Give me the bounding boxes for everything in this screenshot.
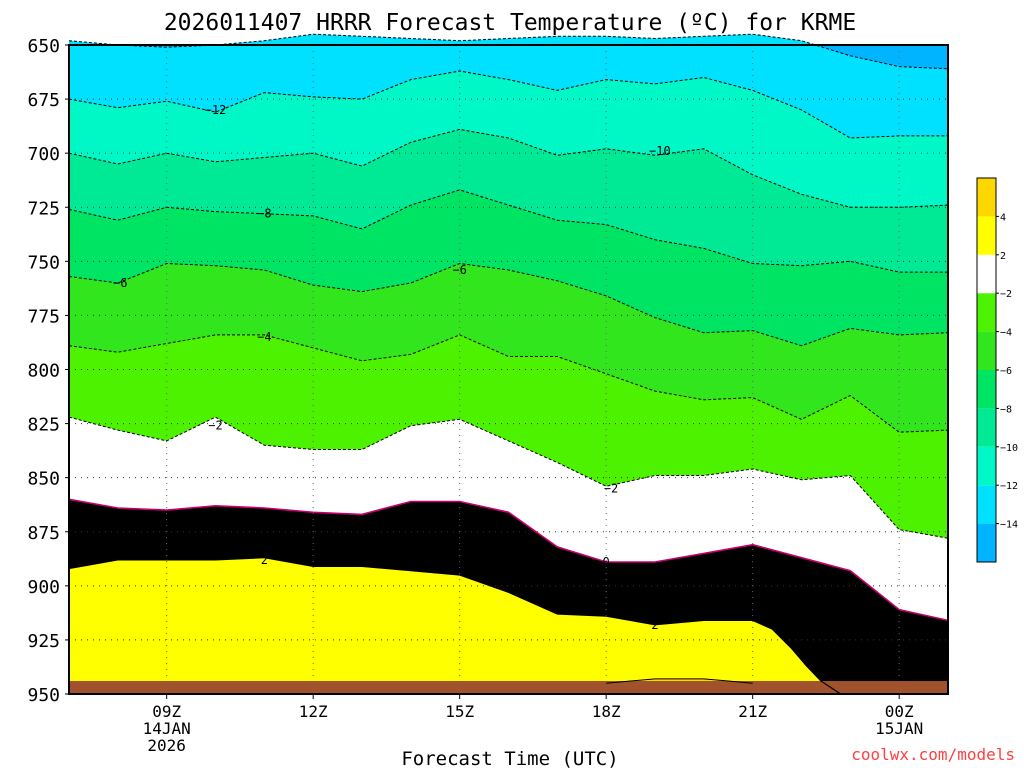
contour-line-4 bbox=[606, 678, 753, 684]
contour-line--8 bbox=[68, 189, 948, 273]
x-tick-label-18-0: 18Z bbox=[592, 702, 621, 721]
contour-line--6 bbox=[68, 262, 949, 347]
contour-label--6: −6 bbox=[113, 276, 127, 290]
contour-line-2 bbox=[68, 557, 841, 695]
colorbar-label-7: 2 bbox=[1000, 251, 1006, 262]
y-tick-label-875: 875 bbox=[27, 523, 60, 544]
colorbar-label-0: −14 bbox=[1000, 520, 1018, 531]
x-tick-label-9-2: 2026 bbox=[147, 736, 186, 755]
contour-fills bbox=[69, 34, 948, 694]
plot-area: −12 −10 −8 −6 −6 −4 −2 −2 0 2 2 bbox=[68, 33, 949, 695]
y-tick-label-900: 900 bbox=[27, 577, 60, 598]
colorbar-swatch-5 bbox=[977, 331, 996, 370]
contour-label--2: −2 bbox=[604, 481, 618, 495]
colorbar-legend: −14 −12 −10 −8 −6 −4 −2 2 4 bbox=[976, 177, 1018, 563]
fill-band-above-2 bbox=[69, 557, 841, 694]
contour-line--10 bbox=[68, 128, 949, 208]
y-tick-label-800: 800 bbox=[27, 361, 60, 382]
colorbar-swatch-7 bbox=[977, 254, 996, 294]
colorbar-label-4: −6 bbox=[1000, 366, 1012, 377]
colorbar-swatch-2 bbox=[977, 446, 996, 486]
contour-line--12 bbox=[68, 70, 948, 139]
contour-line--2 bbox=[68, 416, 949, 539]
x-tick-label-24-0: 00Z bbox=[885, 702, 914, 721]
contour-label-2: 2 bbox=[261, 553, 268, 567]
x-tick-label-24-1: 15JAN bbox=[875, 719, 923, 738]
colorbar-swatch-0 bbox=[977, 523, 996, 562]
contour-labels: −12 −10 −8 −6 −6 −4 −2 −2 0 2 2 bbox=[113, 103, 671, 632]
contour-label--12: −12 bbox=[205, 103, 227, 117]
colorbar-label-1: −12 bbox=[1000, 481, 1018, 492]
contour-label-0: 0 bbox=[603, 555, 610, 569]
credit-text: coolwx.com/models bbox=[851, 745, 1015, 764]
colorbar-label-2: −10 bbox=[1000, 443, 1018, 454]
colorbar-label-3: −8 bbox=[1000, 404, 1012, 415]
y-tick-label-675: 675 bbox=[27, 90, 60, 111]
colorbar-swatch-4 bbox=[977, 370, 996, 409]
x-tick-label-15-0: 15Z bbox=[445, 702, 474, 721]
y-tick-label-825: 825 bbox=[27, 415, 60, 436]
y-axis: 650 675 700 725 750 775 800 825 850 875 900 925 950 bbox=[27, 36, 69, 706]
colorbar-label-5: −4 bbox=[1000, 328, 1012, 339]
x-tick-label-9-1: 14JAN bbox=[143, 719, 191, 738]
colorbar-swatch-6 bbox=[977, 293, 996, 332]
chart-title: 2026011407 HRRR Forecast Temperature (ºC… bbox=[164, 10, 856, 36]
x-tick-label-9-0: 09Z bbox=[152, 702, 181, 721]
y-tick-label-750: 750 bbox=[27, 252, 60, 273]
contour-line-0 bbox=[68, 498, 949, 622]
contour-label--10: −10 bbox=[649, 144, 671, 158]
colorbar-swatch-8 bbox=[977, 216, 996, 255]
y-tick-label-950: 950 bbox=[27, 685, 60, 706]
colorbar-swatch-9 bbox=[977, 178, 996, 217]
contour-label-2: 2 bbox=[651, 618, 658, 632]
contour-label--2: −2 bbox=[208, 419, 222, 433]
y-tick-label-850: 850 bbox=[27, 469, 60, 490]
ground-band bbox=[69, 681, 948, 694]
x-axis-label: Forecast Time (UTC) bbox=[401, 748, 618, 768]
y-tick-label-925: 925 bbox=[27, 631, 60, 652]
colorbar-label-8: 4 bbox=[1000, 212, 1006, 223]
colorbar-swatch-1 bbox=[977, 485, 996, 524]
contour-label--6: −6 bbox=[452, 263, 466, 277]
x-tick-label-21-0: 21Z bbox=[738, 702, 767, 721]
colorbar-label-6: −2 bbox=[1000, 289, 1012, 300]
colorbar-swatch-3 bbox=[977, 408, 996, 447]
contour-label--4: −4 bbox=[257, 330, 271, 344]
contour-line--4 bbox=[68, 334, 949, 433]
y-tick-label-700: 700 bbox=[27, 144, 60, 165]
y-tick-label-650: 650 bbox=[27, 36, 60, 57]
x-tick-label-12-0: 12Z bbox=[299, 702, 328, 721]
y-tick-label-775: 775 bbox=[27, 306, 60, 327]
y-tick-label-725: 725 bbox=[27, 198, 60, 219]
contour-label--8: −8 bbox=[257, 207, 271, 221]
